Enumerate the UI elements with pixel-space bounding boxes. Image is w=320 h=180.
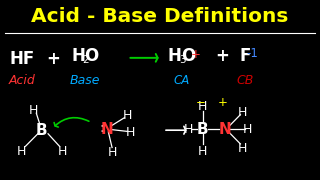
Text: O: O xyxy=(181,47,196,65)
Text: H: H xyxy=(184,123,193,136)
Text: H: H xyxy=(243,123,252,136)
Text: -1: -1 xyxy=(247,47,259,60)
Text: H: H xyxy=(71,47,85,65)
Text: +: + xyxy=(191,48,201,61)
Text: H: H xyxy=(58,145,67,158)
Text: H: H xyxy=(198,145,207,158)
Text: CB: CB xyxy=(236,74,254,87)
Text: 2: 2 xyxy=(83,55,89,65)
Text: B: B xyxy=(36,123,48,138)
Text: Base: Base xyxy=(70,74,100,87)
Text: 3: 3 xyxy=(179,55,186,65)
Text: Acid: Acid xyxy=(9,74,36,87)
Text: H: H xyxy=(17,145,26,158)
Text: H: H xyxy=(123,109,132,122)
Text: N: N xyxy=(219,122,231,137)
Text: H: H xyxy=(108,146,117,159)
Text: CA: CA xyxy=(173,74,190,87)
Text: Acid - Base Definitions: Acid - Base Definitions xyxy=(31,7,289,26)
Text: :: : xyxy=(99,121,104,135)
Text: H: H xyxy=(126,126,135,139)
Text: −: − xyxy=(195,96,205,109)
Text: +: + xyxy=(215,47,229,65)
Text: B: B xyxy=(197,122,209,137)
Text: +: + xyxy=(46,50,60,68)
Text: H: H xyxy=(168,47,182,65)
Text: H: H xyxy=(238,141,248,155)
Text: N: N xyxy=(101,122,114,137)
Text: F: F xyxy=(239,47,251,65)
Text: H: H xyxy=(198,100,207,113)
Text: HF: HF xyxy=(10,50,35,68)
Text: H: H xyxy=(28,104,38,117)
Text: H: H xyxy=(238,106,248,119)
Text: O: O xyxy=(84,47,99,65)
Text: +: + xyxy=(218,96,228,109)
